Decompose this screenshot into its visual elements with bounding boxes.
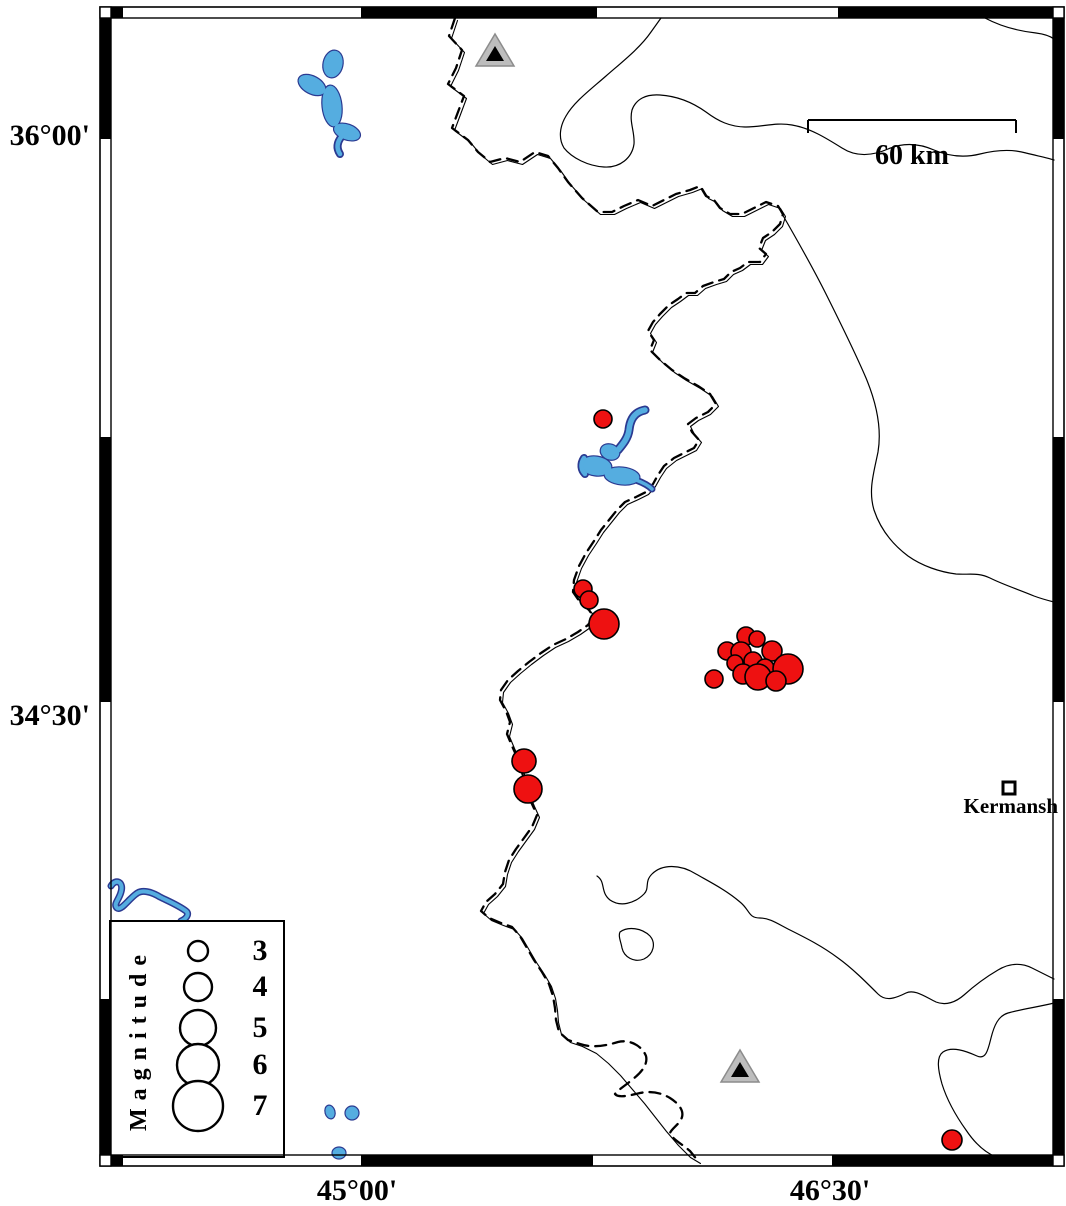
earthquake-marker: [511, 748, 537, 774]
station-triangle-inner: [731, 1062, 749, 1077]
earthquake-marker: [941, 1129, 963, 1151]
legend-value-6: 6: [252, 1048, 268, 1081]
lat-label-36-00: 36°00': [9, 119, 90, 152]
earthquake-marker: [765, 670, 787, 692]
legend-value-3: 3: [252, 934, 268, 967]
border-dashed-line: [446, 16, 785, 1163]
station-triangle-inner: [486, 46, 504, 61]
earthquake-markers: [511, 409, 963, 1151]
legend-magnitude-circle: [182, 971, 214, 1003]
scale-bar-label: 60 km: [875, 140, 949, 171]
lat-label-34-30: 34°30': [9, 699, 90, 732]
earthquake-marker: [588, 608, 620, 640]
map-frame: [99, 6, 1065, 1167]
border-river-line: [449, 19, 787, 1165]
lakes: [107, 49, 656, 1160]
legend-value-4: 4: [252, 970, 268, 1003]
legend-magnitude-circle: [171, 1079, 225, 1133]
legend-magnitude-circle: [175, 1042, 221, 1088]
legend-magnitude-circles: [171, 939, 225, 1133]
earthquake-marker: [748, 630, 766, 648]
earthquake-marker: [761, 640, 783, 662]
scale-bar: [807, 119, 1017, 133]
legend-value-7: 7: [252, 1089, 268, 1122]
legend-magnitude-circle: [178, 1008, 218, 1048]
lon-label-45-00: 45°00': [316, 1174, 398, 1206]
legend-magnitude-circle: [186, 939, 210, 963]
lon-label-46-30: 46°30': [789, 1174, 871, 1206]
river-lines: [559, 17, 1055, 1160]
earthquake-marker: [593, 409, 613, 429]
city-label-kermanshah: Kermansh: [963, 794, 1059, 818]
station-markers: [474, 32, 761, 1083]
city-marker: [1001, 780, 1017, 796]
earthquake-marker: [579, 590, 599, 610]
earthquake-marker: [513, 774, 543, 804]
legend-title: Magnitude: [126, 947, 152, 1132]
earthquake-marker: [704, 669, 724, 689]
legend-value-5: 5: [252, 1011, 268, 1044]
